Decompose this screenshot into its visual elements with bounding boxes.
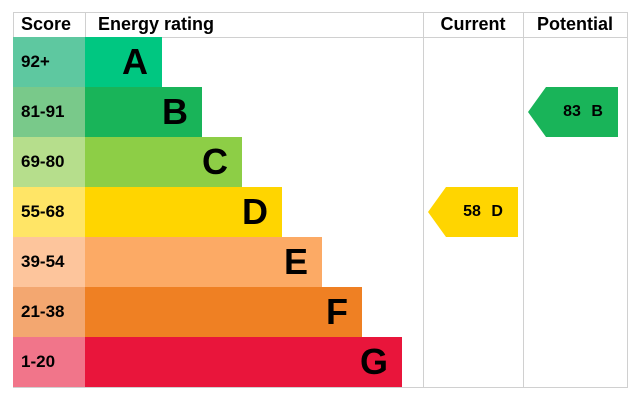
score-range-d: 55-68 xyxy=(13,187,85,237)
potential-rating-arrow: 83 B xyxy=(528,87,618,137)
rating-bar-f: F xyxy=(85,287,362,337)
score-range-f: 21-38 xyxy=(13,287,85,337)
header-score: Score xyxy=(21,14,72,34)
rating-bar-c: C xyxy=(85,137,242,187)
score-range-e: 39-54 xyxy=(13,237,85,287)
rating-bar-d: D xyxy=(85,187,282,237)
potential-rating-label: 83 B xyxy=(563,103,603,120)
current-rating-label: 58 D xyxy=(463,203,503,220)
current-arrow-shape xyxy=(428,187,518,237)
column-divider xyxy=(423,12,424,387)
score-range-a: 92+ xyxy=(13,37,85,87)
rating-bar-a: A xyxy=(85,37,162,87)
header-energy-rating: Energy rating xyxy=(98,14,215,34)
rating-bar-b: B xyxy=(85,87,202,137)
header-potential: Potential xyxy=(536,14,613,34)
rating-bar-g: G xyxy=(85,337,402,387)
score-range-c: 69-80 xyxy=(13,137,85,187)
rating-bar-e: E xyxy=(85,237,322,287)
column-divider xyxy=(85,12,86,37)
current-rating-arrow: 58 D xyxy=(428,187,518,237)
score-range-b: 81-91 xyxy=(13,87,85,137)
potential-arrow-shape xyxy=(528,87,618,137)
header-current: Current xyxy=(440,14,506,34)
column-divider xyxy=(523,12,524,387)
header-divider xyxy=(13,37,627,38)
score-range-g: 1-20 xyxy=(13,337,85,387)
